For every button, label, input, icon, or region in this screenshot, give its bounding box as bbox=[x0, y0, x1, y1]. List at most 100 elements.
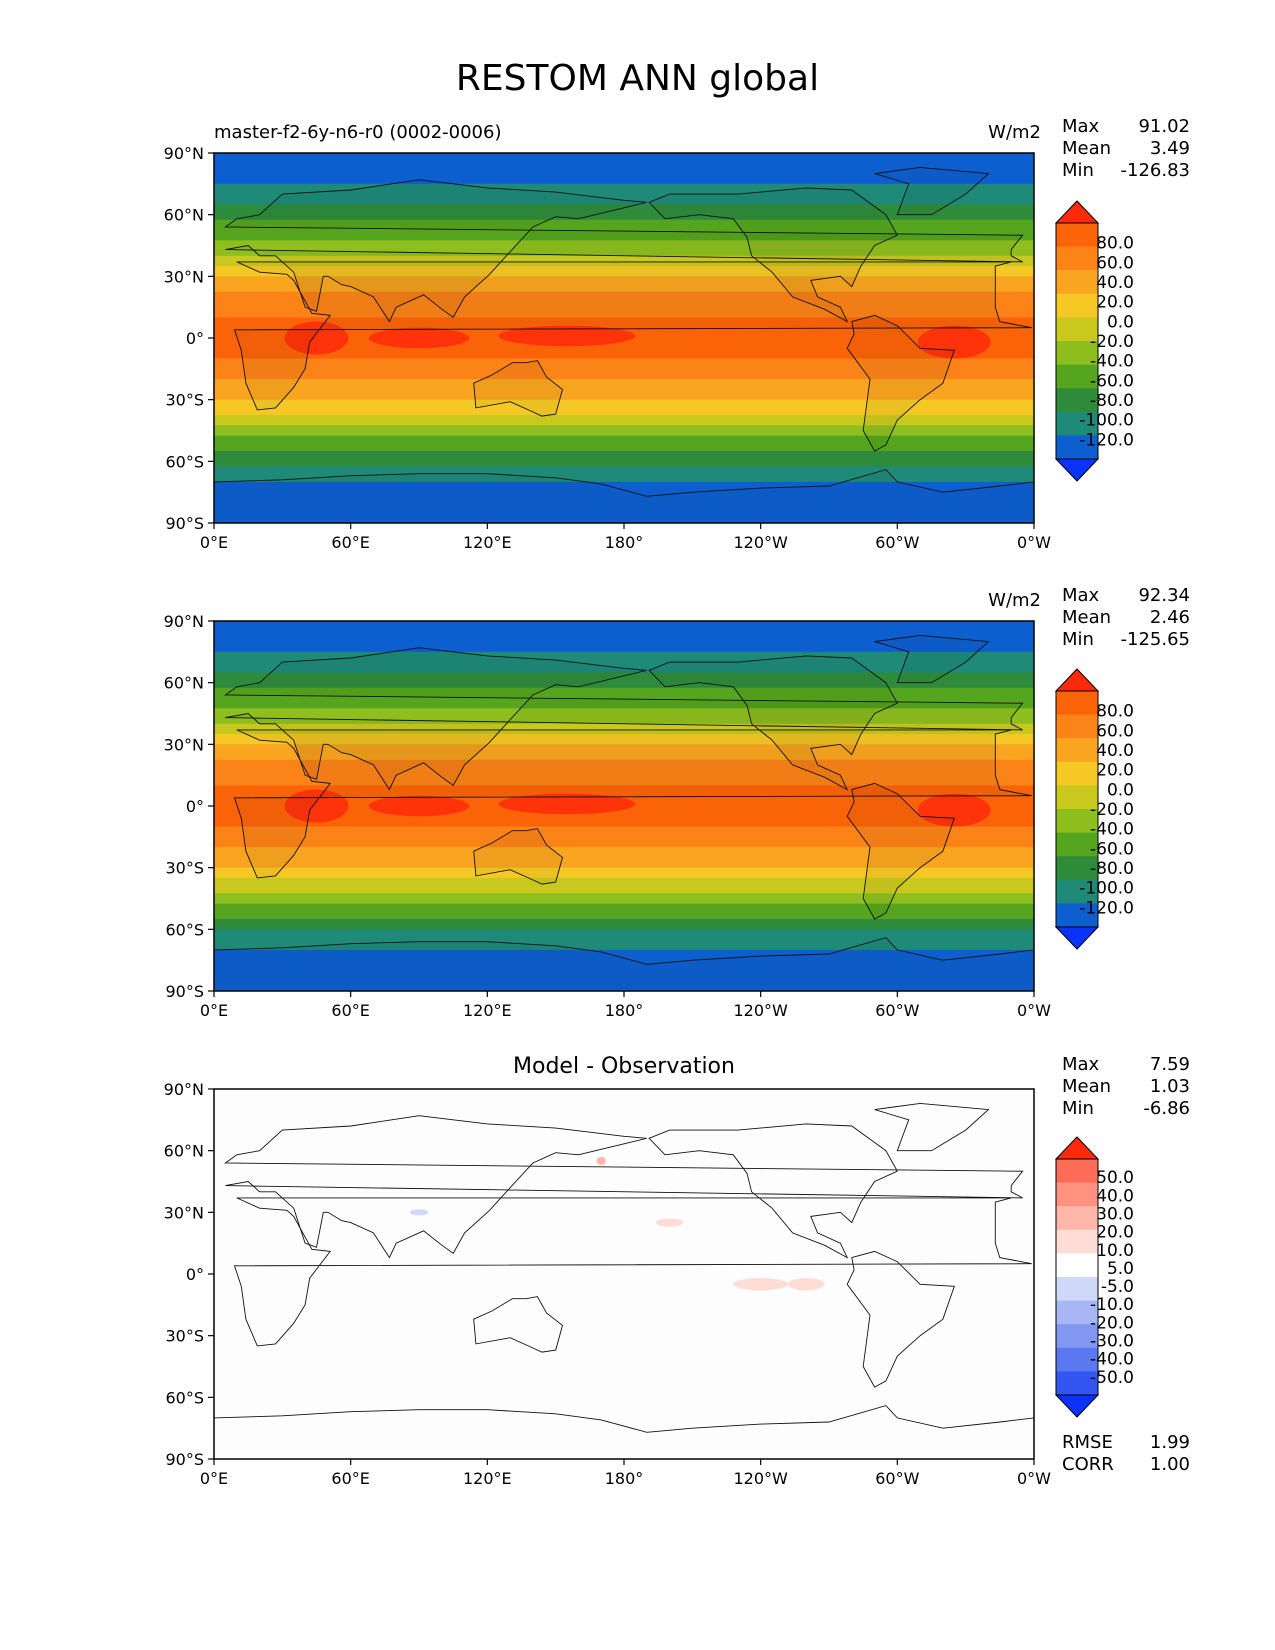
field-band bbox=[214, 214, 1034, 221]
colorbar-tick-label: 20.0 bbox=[1096, 761, 1134, 781]
panel-2: 90°N 60°N 30°N 0° 30°S 60°S 90°S 0°E 60°E 120°E 18… bbox=[164, 585, 1190, 1020]
field-band bbox=[214, 836, 1034, 843]
lon-tick-label: 0°W bbox=[1017, 1001, 1051, 1020]
coastline bbox=[214, 937, 1034, 991]
field-band bbox=[214, 754, 1034, 761]
lat-tick-label: 0° bbox=[186, 1265, 204, 1284]
field-band bbox=[214, 435, 1034, 442]
colorbar-bin bbox=[1056, 1324, 1098, 1349]
colorbar-frame bbox=[1055, 222, 1099, 460]
field-band bbox=[214, 975, 1034, 982]
lat-tick-label: 90°S bbox=[165, 514, 204, 533]
colorbar-tick-label: 40.0 bbox=[1096, 273, 1134, 293]
coastline bbox=[233, 261, 1032, 411]
lat-tick-label: 90°N bbox=[164, 1080, 204, 1099]
field-band bbox=[214, 662, 1034, 668]
lon-tick-label: 60°E bbox=[331, 1001, 369, 1020]
field-band bbox=[214, 929, 1034, 936]
field-band bbox=[214, 821, 1034, 828]
max-value: 91.02 bbox=[1138, 116, 1190, 137]
field-band bbox=[214, 502, 1034, 509]
field-band bbox=[214, 312, 1034, 319]
max-label: Max bbox=[1062, 1054, 1100, 1075]
min-value: -126.83 bbox=[1120, 160, 1190, 181]
lat-tick-label: 90°S bbox=[165, 1450, 204, 1469]
map-field-3 bbox=[214, 1089, 1034, 1459]
lat-tick-label: 90°N bbox=[164, 612, 204, 631]
colorbar-bin bbox=[1056, 364, 1098, 389]
lon-tick-label: 0°W bbox=[1017, 1469, 1051, 1488]
lat-tick-label: 30°S bbox=[165, 1327, 204, 1346]
colorbar-bin bbox=[1056, 785, 1098, 810]
colorbar-bin bbox=[1056, 1371, 1098, 1396]
field-band bbox=[214, 384, 1034, 390]
field-band bbox=[214, 980, 1034, 987]
max-label: Max bbox=[1062, 116, 1100, 137]
field-band bbox=[214, 857, 1034, 864]
lat-tick-label: 0° bbox=[186, 797, 204, 816]
field-band bbox=[214, 389, 1034, 396]
field-band bbox=[214, 291, 1034, 298]
field-band bbox=[214, 734, 1034, 740]
panel-3: 90°N 60°N 30°N 0° 30°S 60°S 90°S 0°E 60°E 120°E 18… bbox=[164, 1054, 1190, 1488]
colorbar-bin bbox=[1056, 1182, 1098, 1207]
coastline bbox=[233, 1197, 1032, 1347]
field-band bbox=[214, 872, 1034, 879]
lon-tick-label: 120°E bbox=[463, 1001, 512, 1020]
colorbar-frame bbox=[1055, 690, 1099, 928]
field-band bbox=[214, 811, 1034, 817]
colorbar-tick-label: 0.0 bbox=[1107, 780, 1134, 800]
lon-tick-label: 60°W bbox=[875, 533, 919, 552]
field-band bbox=[214, 790, 1034, 797]
panel-1: 90°N 60°N 30°N 0° 30°S 60°S 90°S 0°E 60°E 120°E 18… bbox=[0, 0, 1275, 552]
colorbar-tick-label: -40.0 bbox=[1090, 1350, 1134, 1370]
field-band bbox=[214, 219, 1034, 226]
field-band bbox=[214, 209, 1034, 216]
field-band bbox=[214, 168, 1034, 175]
diff-anomaly bbox=[655, 1218, 684, 1227]
lon-tick-label: 120°W bbox=[733, 1001, 788, 1020]
field-band bbox=[214, 153, 1034, 159]
colorbar-bin bbox=[1056, 761, 1098, 786]
field-band bbox=[214, 271, 1034, 277]
colorbar-tick-label: -80.0 bbox=[1090, 859, 1134, 879]
field-band bbox=[214, 317, 1034, 324]
map-panel-2-svg: 90°N 60°N 30°N 0° 30°S 60°S 90°S0°E 60°E 120°E 18… bbox=[164, 612, 1134, 1020]
lon-tick-label: 120°E bbox=[463, 1469, 512, 1488]
warm-pool bbox=[498, 793, 636, 815]
colorbar-tick-label: -50.0 bbox=[1090, 1368, 1134, 1388]
lat-tick-label: 60°N bbox=[164, 674, 204, 693]
colorbar-tick-label: -100.0 bbox=[1079, 411, 1134, 431]
colorbar-bin bbox=[1056, 809, 1098, 834]
colorbar-tick-label: -5.0 bbox=[1101, 1277, 1134, 1297]
mean-label: Mean bbox=[1062, 1076, 1112, 1097]
colorbar-tick-label: 0.0 bbox=[1107, 312, 1134, 332]
coastline bbox=[846, 782, 955, 920]
field-band bbox=[214, 404, 1034, 411]
field-band bbox=[214, 728, 1034, 735]
corr-label: CORR bbox=[1062, 1454, 1114, 1475]
field-band bbox=[214, 343, 1034, 349]
min-label: Min bbox=[1062, 629, 1094, 650]
panel-1-stats: Max 91.02 Mean 3.49 Min -126.83 bbox=[1062, 116, 1190, 182]
colorbar-tick-label: 10.0 bbox=[1096, 1241, 1134, 1261]
min-value: -125.65 bbox=[1120, 629, 1190, 650]
lat-tick-label: 60°N bbox=[164, 1142, 204, 1161]
field-band bbox=[214, 908, 1034, 915]
field-band bbox=[214, 641, 1034, 648]
field-band bbox=[214, 898, 1034, 905]
field-band bbox=[214, 466, 1034, 473]
map-field-2 bbox=[214, 621, 1034, 991]
field-band bbox=[214, 158, 1034, 164]
field-band bbox=[214, 903, 1034, 910]
coastline bbox=[648, 655, 898, 791]
field-band bbox=[214, 358, 1034, 365]
map-panel-3-svg: 90°N 60°N 30°N 0° 30°S 60°S 90°S0°E 60°E 120°E 18… bbox=[164, 1080, 1134, 1488]
field-band bbox=[214, 621, 1034, 627]
panel-3-metrics: RMSE 1.99 CORR 1.00 bbox=[1062, 1432, 1190, 1476]
field-band bbox=[214, 867, 1034, 874]
field-band bbox=[214, 913, 1034, 920]
colorbar-tick-label: 60.0 bbox=[1096, 253, 1134, 273]
field-band bbox=[214, 893, 1034, 900]
field-band bbox=[214, 399, 1034, 406]
